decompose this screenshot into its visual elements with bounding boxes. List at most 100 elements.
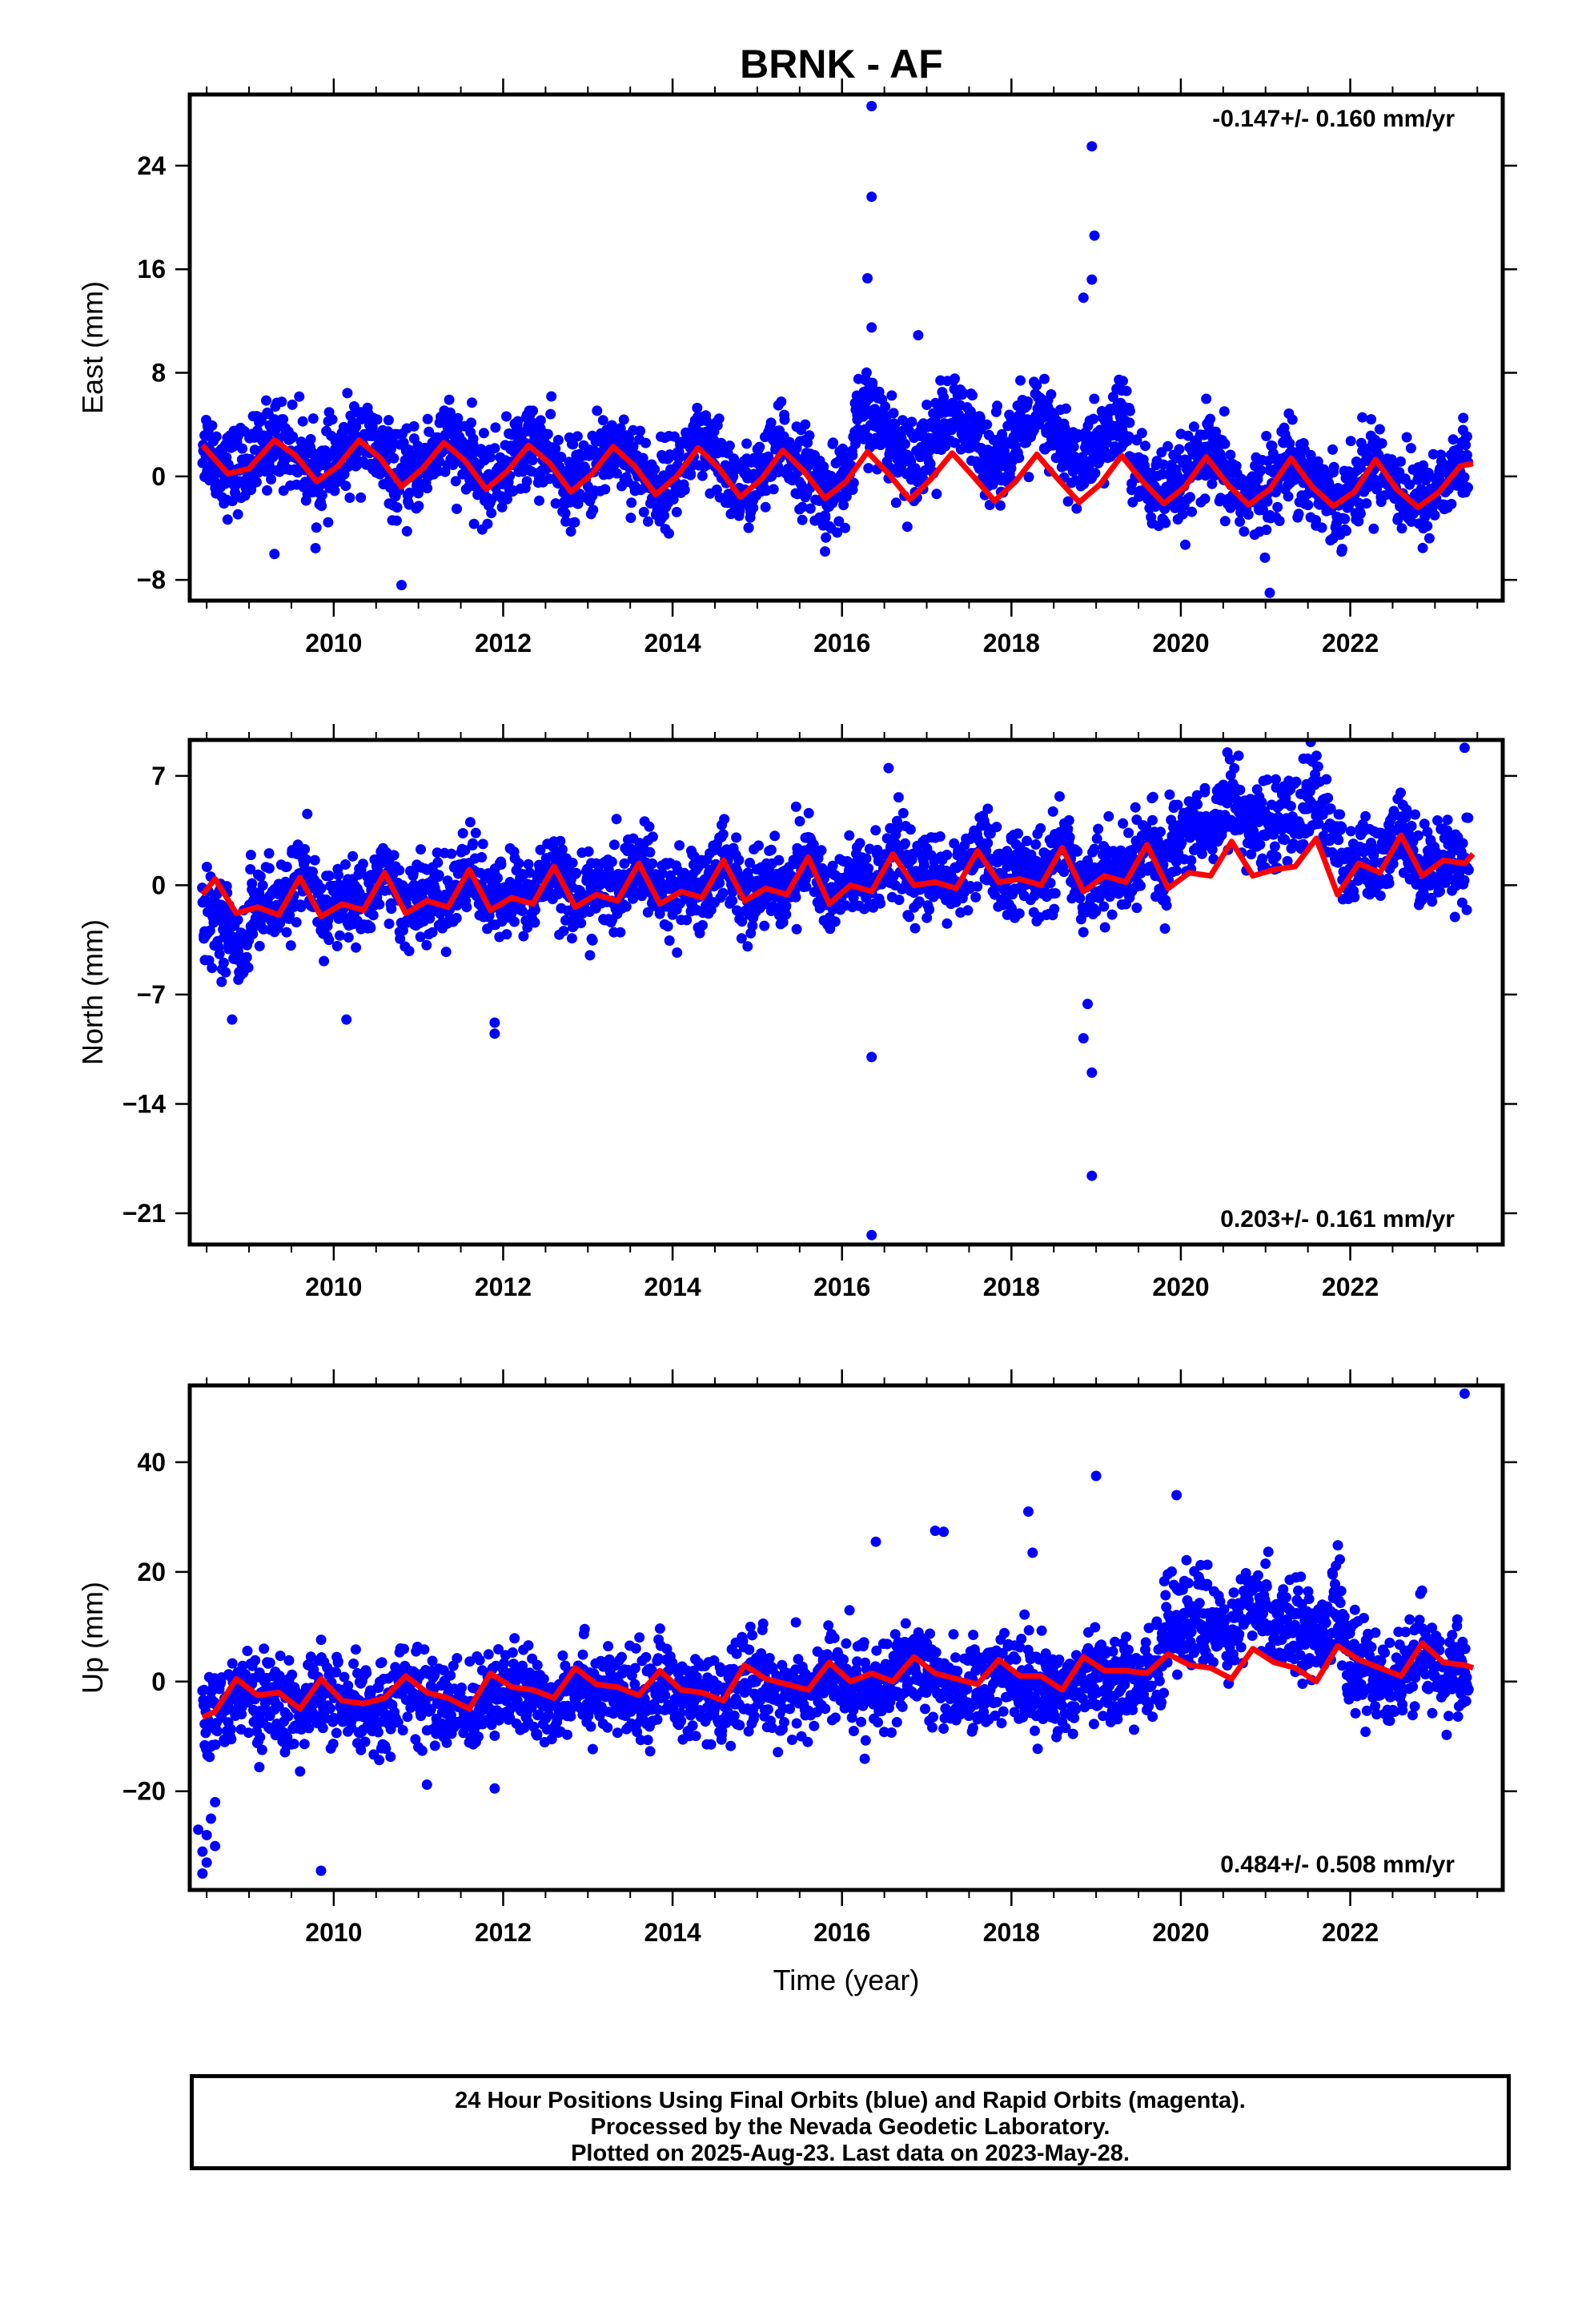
data-point xyxy=(569,517,580,528)
data-point xyxy=(451,912,462,923)
data-point xyxy=(214,948,225,959)
data-point xyxy=(1423,533,1435,544)
data-point xyxy=(1219,516,1231,527)
north-points xyxy=(197,740,1474,1240)
data-point xyxy=(583,846,594,857)
data-point xyxy=(1418,460,1429,471)
data-point xyxy=(777,917,789,928)
data-point xyxy=(837,443,849,454)
data-point xyxy=(765,417,777,428)
data-point xyxy=(315,883,327,894)
data-point xyxy=(1101,437,1112,448)
data-point xyxy=(681,915,693,926)
data-point xyxy=(299,844,311,854)
data-point xyxy=(555,835,566,846)
data-point xyxy=(821,532,832,543)
data-point xyxy=(388,452,400,464)
x-tick-label: 2016 xyxy=(813,629,870,657)
data-point xyxy=(642,516,653,527)
data-point xyxy=(464,817,476,828)
outlier-point xyxy=(866,191,877,203)
data-point xyxy=(848,477,859,489)
data-point xyxy=(949,437,960,448)
data-point xyxy=(644,846,656,858)
data-point xyxy=(1035,822,1046,834)
x-tick-label: 2010 xyxy=(305,629,362,657)
data-point xyxy=(1023,472,1034,483)
data-point xyxy=(628,441,639,452)
data-point xyxy=(1419,512,1431,523)
data-point xyxy=(222,514,233,525)
data-point xyxy=(647,831,658,842)
data-point xyxy=(1049,903,1060,915)
data-point xyxy=(1316,522,1327,533)
outlier-point xyxy=(1264,587,1275,598)
data-point xyxy=(1263,456,1274,467)
data-point xyxy=(1188,421,1199,432)
data-point xyxy=(1233,750,1244,762)
data-point xyxy=(323,935,335,946)
data-point xyxy=(281,927,292,938)
data-point xyxy=(656,868,668,879)
data-point xyxy=(1196,848,1207,859)
data-point xyxy=(391,502,403,513)
data-point xyxy=(1155,826,1166,838)
data-point xyxy=(1405,443,1416,454)
data-point xyxy=(942,918,953,929)
data-point xyxy=(694,927,705,939)
data-point xyxy=(227,496,238,507)
y-tick-label: −8 xyxy=(137,565,166,594)
data-point xyxy=(319,955,330,967)
data-point xyxy=(992,400,1003,412)
data-point xyxy=(521,476,532,487)
data-point xyxy=(816,845,827,856)
data-point xyxy=(1107,392,1118,403)
data-point xyxy=(542,428,553,440)
data-point xyxy=(408,420,420,432)
data-point xyxy=(201,862,212,872)
data-point xyxy=(1361,498,1372,509)
data-point xyxy=(737,916,748,927)
east-model-line xyxy=(200,437,1474,511)
data-point xyxy=(440,947,452,958)
data-point xyxy=(367,910,379,921)
data-point xyxy=(1140,440,1150,452)
data-point xyxy=(1199,493,1211,505)
data-point xyxy=(245,864,256,875)
data-point xyxy=(672,947,683,958)
data-point xyxy=(534,495,544,506)
data-point xyxy=(950,373,960,384)
data-point xyxy=(468,838,479,849)
data-point xyxy=(970,891,982,903)
data-point xyxy=(1078,927,1089,938)
data-point xyxy=(1269,841,1280,852)
data-point xyxy=(759,920,770,931)
data-point xyxy=(664,528,674,539)
data-point xyxy=(329,485,340,497)
data-point xyxy=(1446,498,1457,509)
data-point xyxy=(611,468,622,479)
outlier-point xyxy=(269,549,280,560)
data-point xyxy=(1279,834,1291,846)
data-point xyxy=(779,414,790,425)
data-point xyxy=(1014,452,1025,464)
data-point xyxy=(808,839,819,850)
data-point xyxy=(1158,459,1169,470)
data-point xyxy=(422,413,433,424)
data-point xyxy=(255,870,266,882)
x-tick-label: 2014 xyxy=(644,629,701,657)
data-point xyxy=(797,501,808,513)
data-point xyxy=(1090,468,1101,479)
data-point xyxy=(909,923,921,934)
data-point xyxy=(1186,506,1198,517)
data-point xyxy=(1271,851,1282,862)
data-point xyxy=(1267,440,1278,452)
data-point xyxy=(1207,844,1218,855)
data-point xyxy=(276,396,287,408)
data-point xyxy=(982,803,994,814)
data-point xyxy=(492,872,503,883)
data-point xyxy=(1106,909,1118,920)
data-point xyxy=(1160,517,1171,529)
data-point xyxy=(365,923,376,934)
data-point xyxy=(404,487,416,498)
